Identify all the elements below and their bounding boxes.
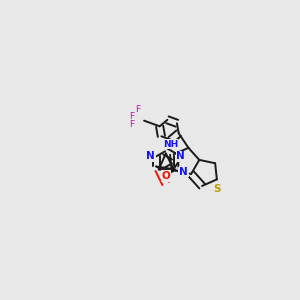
Text: O: O	[161, 171, 170, 181]
Text: N: N	[146, 152, 155, 161]
Text: N: N	[176, 152, 185, 161]
Text: F: F	[130, 121, 135, 130]
Text: S: S	[213, 184, 220, 194]
Text: F: F	[130, 112, 135, 121]
Text: F: F	[135, 105, 140, 114]
Text: N: N	[178, 167, 187, 177]
Text: N: N	[179, 167, 188, 176]
Text: NH: NH	[163, 140, 178, 149]
Text: H: H	[179, 169, 186, 178]
